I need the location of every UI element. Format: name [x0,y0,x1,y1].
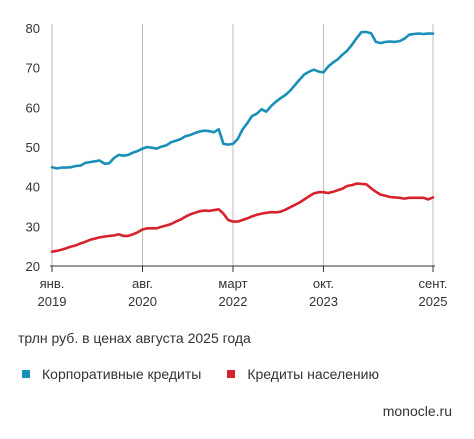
x-tick-label-month: авг. [132,276,153,291]
x-tick-label-year: 2020 [128,294,157,309]
x-tick-label-month: янв. [40,276,65,291]
legend-item-corporate: Корпоративные кредиты [22,366,201,382]
x-tick-label-year: 2019 [38,294,67,309]
legend-swatch-corporate [22,370,30,378]
legend-swatch-household [227,370,236,378]
legend-item-household: Кредиты населению [227,366,379,382]
series-line-household-loans [50,182,435,253]
x-tick-label-year: 2023 [309,294,338,309]
line-chart: янв.2019авг.2020март2022окт.2023сент.202… [26,21,448,309]
x-tick-label-year: 2022 [219,294,248,309]
y-tick-label: 80 [26,21,40,36]
x-tick-label-year: 2025 [419,294,448,309]
legend: Корпоративные кредиты Кредиты населению [22,366,405,382]
y-tick-label: 70 [26,61,40,76]
y-tick-label: 20 [26,259,40,274]
x-tick-label-month: март [218,276,247,291]
x-tick-label-month: сент. [418,276,447,291]
grid-lines [51,24,434,266]
y-tick-label: 50 [26,140,40,155]
y-tick-label: 40 [26,180,40,195]
unit-note: трлн руб. в ценах августа 2025 года [18,330,251,346]
series-line-corporate-loans [50,30,435,170]
legend-label-corporate: Корпоративные кредиты [42,366,202,382]
y-tick-label: 60 [26,100,40,115]
x-tick-label-month: окт. [313,276,334,291]
legend-label-household: Кредиты населению [247,366,379,382]
source-credit: monocle.ru [382,403,452,419]
y-tick-label: 30 [26,219,40,234]
tick-labels: янв.2019авг.2020март2022окт.2023сент.202… [26,21,448,309]
axes [50,265,435,272]
series-lines [50,30,435,253]
